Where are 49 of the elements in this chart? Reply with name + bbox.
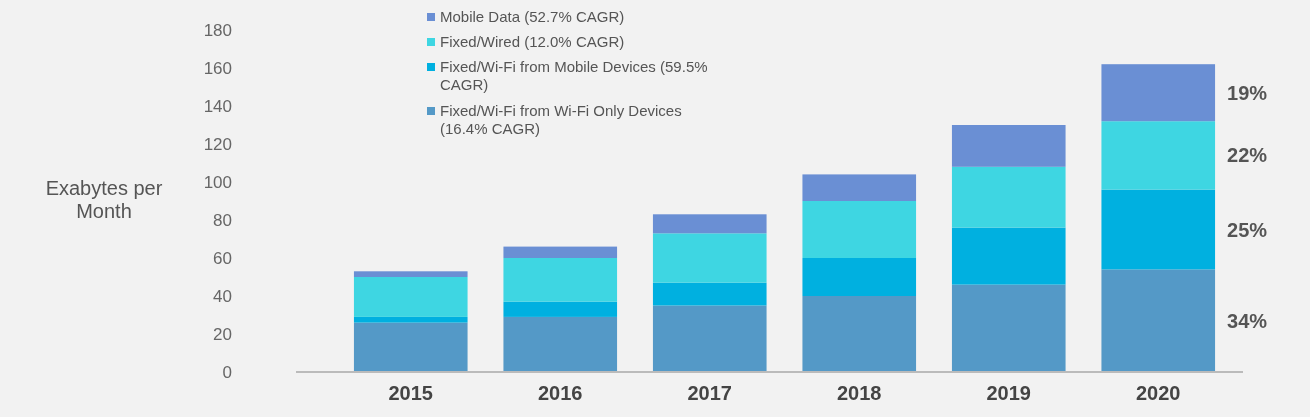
legend-label: Fixed/Wi-Fi from Wi-Fi Only Devices (16.4% CAGR) [440,102,682,137]
bar [503,316,618,372]
x-tick-label: 2016 [538,382,583,404]
bar [353,322,468,372]
bar [652,214,767,234]
y-tick-label: 100 [203,172,232,192]
bar [353,277,468,317]
bar [802,174,917,201]
bar [951,284,1066,372]
y-tick-label: 80 [213,210,232,230]
bar [652,282,767,306]
y-tick-label: 20 [213,324,232,344]
y-tick-label: 160 [203,58,232,78]
x-tick-label: 2015 [388,382,433,404]
bar [503,246,618,258]
annotation: 25% [1227,218,1268,241]
x-tick-label: 2019 [986,382,1031,404]
bar [1101,189,1216,270]
x-tick-label: 2018 [837,382,882,404]
x-tick-label: 2020 [1136,382,1181,404]
bar [353,316,468,323]
bar [503,258,618,302]
annotation: 19% [1227,81,1268,104]
y-tick-label: 0 [222,362,232,382]
bar [652,233,767,283]
bar [802,201,917,258]
y-tick-label: 40 [213,286,232,306]
legend-label: Fixed/Wi-Fi from Mobile Devices (59.5% CAGR) [440,58,708,93]
bar [503,301,618,317]
legend-label: Fixed/Wired (12.0% CAGR) [440,33,625,50]
bar [1101,64,1216,122]
annotation: 34% [1227,309,1268,332]
y-axis-title: Exabytes per Month [45,177,163,222]
bar [951,166,1066,228]
bar [951,227,1066,285]
bar [802,296,917,372]
bar [951,125,1066,167]
y-tick-label: 140 [203,96,232,116]
x-tick-label: 2017 [687,382,732,404]
y-tick-label: 180 [203,20,232,40]
annotation: 22% [1227,144,1268,167]
y-tick-label: 60 [213,248,232,268]
bar [1101,121,1216,190]
bar [652,305,767,372]
legend-label: Mobile Data (52.7% CAGR) [440,8,625,25]
bar [353,271,468,277]
y-tick-label: 120 [203,134,232,154]
bar [1101,269,1216,372]
bar [802,258,917,296]
